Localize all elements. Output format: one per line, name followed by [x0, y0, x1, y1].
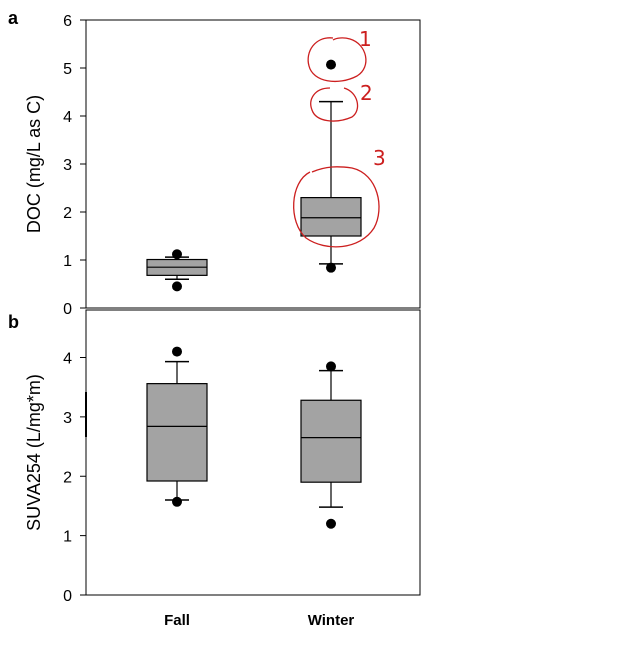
plot-frame — [85, 309, 421, 596]
outlier-point — [172, 249, 182, 260]
outlier-point — [326, 59, 336, 70]
plot-frame — [85, 19, 421, 309]
outlier-point — [326, 361, 336, 372]
y-tick-label: 4 — [63, 109, 72, 126]
annotation-number-3: 3 — [373, 146, 386, 170]
annotation-loop-3 — [293, 166, 380, 248]
y-tick-label: 1 — [63, 529, 72, 546]
outlier-point — [172, 281, 182, 292]
outlier-point — [326, 518, 336, 529]
box-fall — [146, 346, 208, 507]
hand-annotations: 1 2 3 — [293, 27, 386, 248]
annotation-loop-2 — [310, 87, 359, 122]
y-tick-label: 3 — [63, 410, 72, 427]
y-tick-label: 4 — [63, 351, 72, 368]
iqr-box — [146, 383, 208, 482]
category-label-winter: Winter — [308, 612, 355, 629]
panel-label: b — [8, 312, 19, 332]
annotation-number-2: 2 — [360, 81, 373, 105]
y-axis-title: SUVA254 (L/mg*m) — [24, 374, 44, 531]
y-tick-label: 6 — [63, 13, 72, 30]
y-tick-label: 1 — [63, 253, 72, 270]
y-tick-label: 3 — [63, 157, 72, 174]
box-winter — [300, 361, 362, 529]
y-tick-label: 2 — [63, 205, 72, 222]
box-winter — [300, 59, 362, 273]
outlier-point — [172, 346, 182, 357]
outlier-point — [172, 496, 182, 507]
y-tick-label: 0 — [63, 301, 72, 318]
annotation-loop-1 — [307, 37, 367, 83]
panel-label: a — [8, 8, 19, 28]
box-fall — [146, 249, 208, 292]
iqr-box — [300, 399, 362, 483]
y-axis-title: DOC (mg/L as C) — [24, 95, 44, 233]
iqr-box — [300, 197, 362, 237]
y-tick-label: 5 — [63, 61, 72, 78]
category-label-fall: Fall — [164, 612, 190, 629]
outlier-point — [326, 262, 336, 273]
y-tick-label: 2 — [63, 469, 72, 486]
annotation-number-1: 1 — [359, 27, 372, 51]
panel-b-suva: 0 1 2 3 4 b SUVA254 (L/mg*m) Fall Winter — [8, 309, 421, 629]
y-tick-label: 0 — [63, 588, 72, 605]
panel-a-doc: 0 1 2 3 4 5 6 a DOC (mg/L as C) — [8, 8, 421, 318]
